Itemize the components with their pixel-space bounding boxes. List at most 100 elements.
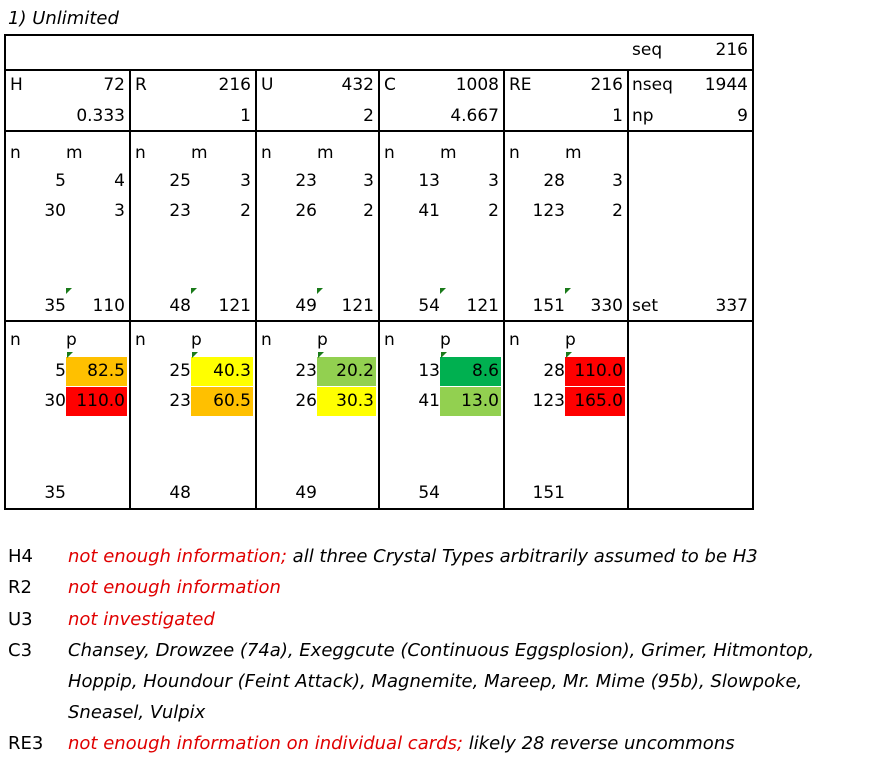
comment-marker-icon [441,352,447,358]
note-h4: not enough information; all three Crysta… [68,546,758,567]
p-value: 82.5 [87,361,125,381]
group-label: H [10,75,23,95]
note-u3: not investigated [68,609,215,630]
n-value: 123 [532,391,565,411]
note-c3-line3: Sneasel, Vulpix [68,702,206,723]
n-value: 23 [169,391,191,411]
comment-marker-icon [192,352,198,358]
nseq-label: nseq [632,75,673,95]
p-value: 110.0 [76,391,125,411]
group-count: 432 [341,75,374,95]
n-value: 28 [543,361,565,381]
m-total: 121 [466,296,499,316]
note-c3-line2: Hoppip, Houndour (Feint Attack), Magnemi… [68,671,803,692]
note-c3-line1: Chansey, Drowzee (74a), Exeggcute (Conti… [68,640,815,661]
n-total: 54 [418,296,440,316]
m-header: m [565,143,582,163]
group-ratio: 0.333 [76,106,125,126]
n-header: n [384,330,395,350]
note-re3: not enough information on individual car… [68,733,735,754]
p-value-fill [191,387,253,416]
set-label: set [632,296,658,316]
group-ratio: 1 [240,106,251,126]
p-value: 8.6 [471,361,499,381]
p-value: 40.3 [213,361,251,381]
n-total: 48 [169,296,191,316]
m-value: 2 [612,201,623,221]
p-value-fill [66,357,127,386]
n-header: n [509,143,520,163]
p-value: 20.2 [336,361,374,381]
n-value: 13 [418,171,440,191]
m-header: m [191,143,208,163]
comment-marker-icon [565,288,571,294]
m-value: 2 [363,201,374,221]
n-total: 35 [44,483,66,503]
p-value-fill [317,387,376,416]
table-border [503,69,505,510]
note-re3-warning: not enough information on individual car… [68,733,463,754]
group-count: 216 [590,75,623,95]
n-total: 54 [418,483,440,503]
m-total: 330 [590,296,623,316]
group-ratio: 2 [363,106,374,126]
m-value: 3 [612,171,623,191]
comment-marker-icon [66,288,72,294]
n-value: 25 [169,171,191,191]
n-header: n [384,143,395,163]
table-border [255,69,257,510]
p-value-fill [565,387,625,416]
note-key-re3: RE3 [8,733,44,754]
group-label: U [261,75,274,95]
n-value: 23 [295,361,317,381]
p-header: p [191,330,202,350]
m-value: 2 [240,201,251,221]
n-header: n [10,143,21,163]
p-value: 30.3 [336,391,374,411]
m-value: 3 [240,171,251,191]
note-r2-warning: not enough information [68,577,281,598]
note-key-r2: R2 [8,577,32,598]
table-border [627,69,629,510]
group-count: 216 [218,75,251,95]
m-value: 3 [488,171,499,191]
group-count: 72 [103,75,125,95]
m-total: 121 [218,296,251,316]
comment-marker-icon [67,352,73,358]
n-total: 49 [295,296,317,316]
group-label: R [135,75,147,95]
table-border [378,69,380,510]
p-value-fill [66,387,127,416]
p-value: 165.0 [574,391,623,411]
note-key-h4: H4 [8,546,33,567]
note-key-u3: U3 [8,609,33,630]
comment-marker-icon [566,352,572,358]
note-re3-detail: likely 28 reverse uncommons [468,733,735,754]
p-value-fill [565,357,625,386]
n-value: 30 [44,201,66,221]
n-value: 41 [418,391,440,411]
n-header: n [135,143,146,163]
m-value: 3 [114,201,125,221]
n-total: 48 [169,483,191,503]
n-value: 23 [169,201,191,221]
comment-marker-icon [191,288,197,294]
n-value: 123 [532,201,565,221]
p-value: 13.0 [461,391,499,411]
m-total: 121 [341,296,374,316]
p-value: 110.0 [574,361,623,381]
p-value-fill [440,387,501,416]
n-total: 35 [44,296,66,316]
note-r2: not enough information [68,577,281,598]
m-header: m [66,143,83,163]
p-header: p [317,330,328,350]
note-h4-warning: not enough information; [68,546,287,567]
m-value: 4 [114,171,125,191]
p-value-fill [191,357,253,386]
comment-marker-icon [317,288,323,294]
n-value: 5 [55,361,66,381]
np-label: np [632,106,654,126]
m-value: 2 [488,201,499,221]
np-value: 9 [737,106,748,126]
note-h4-detail: all three Crystal Types arbitrarily assu… [292,546,758,567]
